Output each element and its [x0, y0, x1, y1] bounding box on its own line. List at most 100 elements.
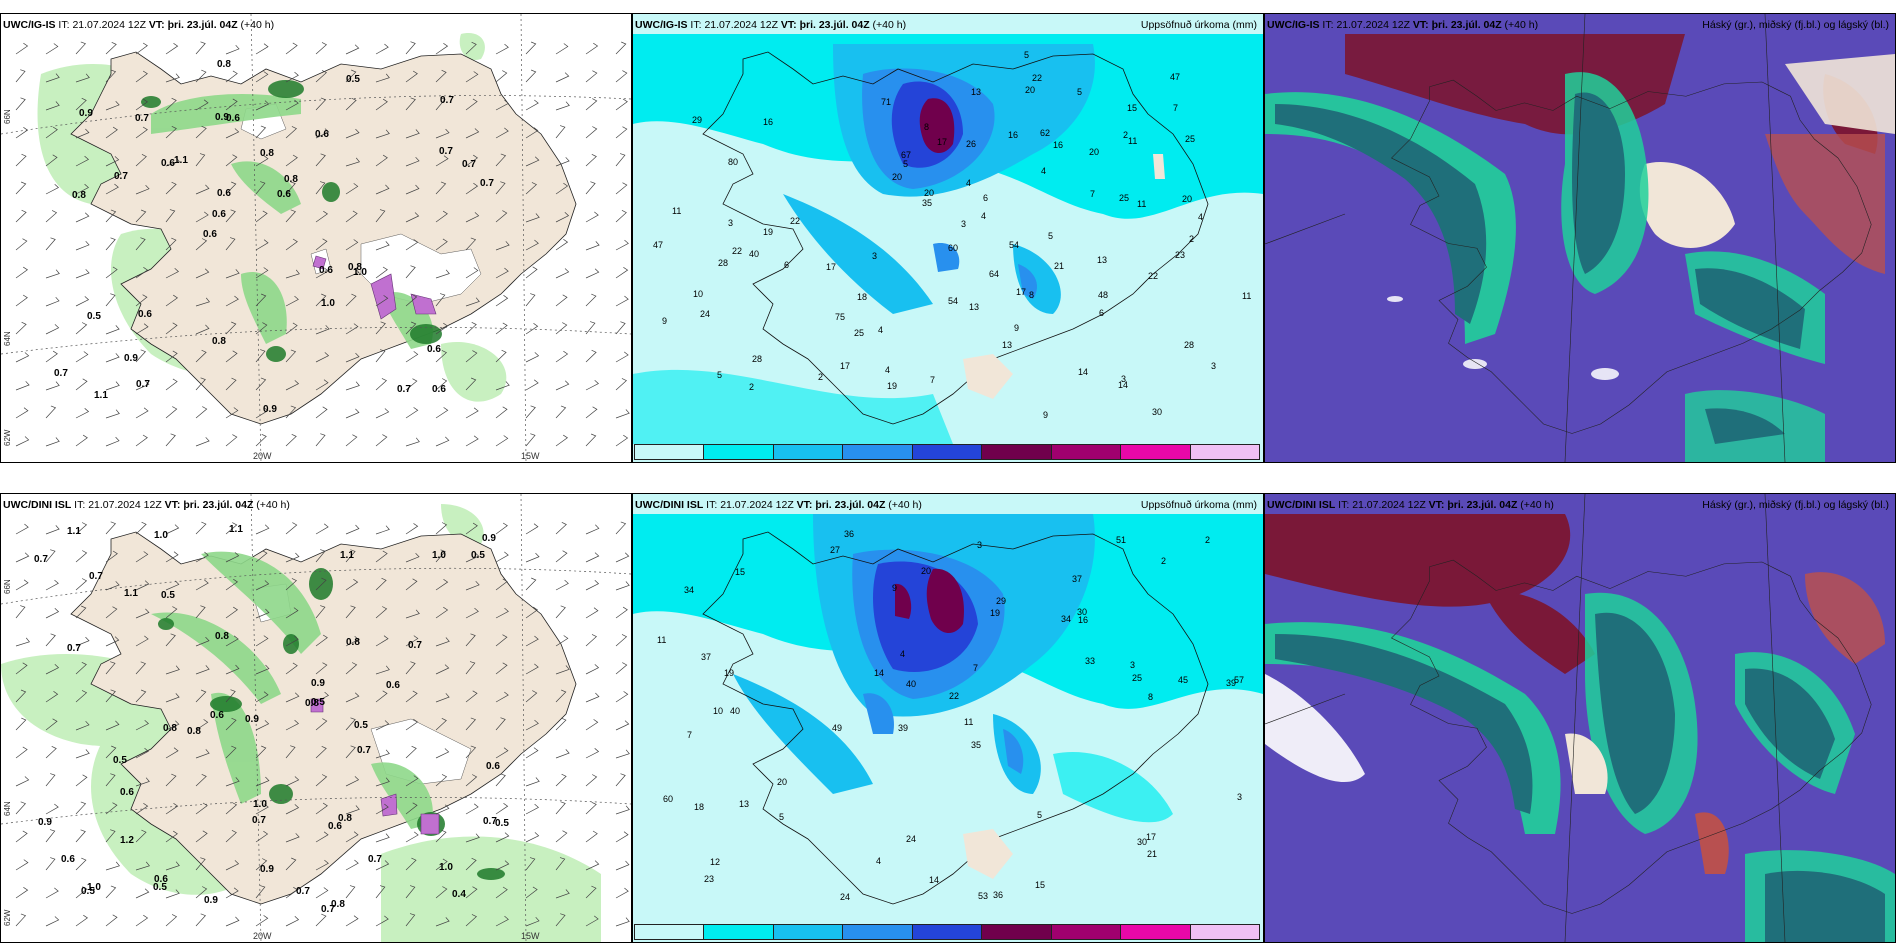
- wind-barb: [225, 154, 238, 167]
- wind-barb: [195, 719, 209, 731]
- wind-barb: [75, 801, 87, 815]
- wind-barb: [555, 635, 569, 647]
- wind-barb: [405, 745, 417, 759]
- wind-barb: [315, 662, 328, 675]
- cloud-map-igis: [1265, 14, 1895, 462]
- wind-value: 0.8: [163, 723, 177, 734]
- wind-barb: [225, 635, 239, 647]
- wind-barb: [465, 833, 480, 843]
- wind-barb: [375, 915, 389, 927]
- wind-barb: [75, 240, 90, 251]
- wind-barb: [105, 773, 116, 787]
- wind-barb: [615, 321, 626, 335]
- wind-barb: [165, 551, 179, 563]
- wind-barb: [585, 211, 599, 223]
- wind-barb: [135, 98, 149, 111]
- wind-barb: [465, 886, 478, 899]
- wind-barb: [615, 720, 630, 731]
- wind-barb: [555, 913, 566, 927]
- precip-value: 22: [732, 246, 743, 256]
- wind-barb: [225, 916, 240, 927]
- wind-barb: [345, 239, 359, 251]
- precip-value: 2: [818, 372, 824, 382]
- colorbar-segment: 200: [1115, 444, 1191, 462]
- wind-barb: [195, 802, 208, 815]
- precip-value: 37: [1072, 574, 1083, 584]
- colorbar-segment: 100: [976, 924, 1052, 942]
- wind-barb: [105, 69, 117, 83]
- wind-barb: [165, 294, 179, 307]
- wind-barb: [375, 408, 390, 419]
- wind-barb: [405, 97, 416, 111]
- wind-map-dini: [1, 494, 631, 942]
- wind-value: 0.6: [212, 209, 226, 220]
- wind-barb: [435, 210, 448, 223]
- wind-barb: [495, 267, 509, 279]
- wind-barb: [555, 322, 568, 335]
- wind-barb: [315, 523, 329, 535]
- wind-barb: [165, 406, 178, 419]
- wind-barb: [465, 745, 477, 759]
- wind-value: 0.6: [386, 680, 400, 691]
- wind-barb: [135, 689, 147, 703]
- wind-barb: [195, 99, 209, 111]
- wind-barb: [75, 829, 86, 843]
- wind-barb: [585, 692, 600, 703]
- wind-barb: [165, 378, 178, 391]
- wind-barb: [225, 829, 237, 843]
- precip-value: 17: [1016, 287, 1027, 297]
- wind-value: 1.1: [124, 588, 138, 599]
- wind-value: 0.5: [471, 550, 485, 561]
- wind-barb: [495, 349, 507, 363]
- panel-title: UWC/DINI ISL IT: 21.07.2024 12Z VT: þri.…: [635, 499, 922, 511]
- wind-barb: [135, 237, 146, 251]
- precip-value: 34: [1061, 614, 1072, 624]
- wind-barb: [405, 156, 420, 167]
- wind-barb: [75, 661, 87, 675]
- wind-barb: [195, 437, 210, 447]
- wind-barb: [495, 860, 510, 871]
- wind-barb: [195, 579, 209, 591]
- wind-barb: [585, 719, 599, 731]
- wind-barb: [225, 209, 236, 223]
- wind-barb: [255, 664, 270, 675]
- wind-barb: [285, 552, 300, 563]
- wind-barb: [135, 888, 150, 899]
- wind-barb: [555, 380, 570, 391]
- wind-barb: [405, 321, 417, 335]
- wind-barb: [525, 156, 540, 167]
- wind-barb: [225, 860, 240, 871]
- wind-barb: [315, 210, 329, 223]
- precip-map-dini: [633, 494, 1263, 942]
- wind-barb: [45, 718, 58, 731]
- precip-value: 14: [1078, 367, 1089, 377]
- wind-value: 0.8: [187, 726, 201, 737]
- precip-value: 7: [687, 730, 693, 740]
- precip-value: 34: [684, 585, 695, 595]
- wind-barb: [75, 408, 90, 419]
- precip-value: 15: [1127, 103, 1138, 113]
- colorbar-segment: 200: [1115, 924, 1191, 942]
- wind-barb: [525, 832, 540, 843]
- wind-barb: [435, 407, 449, 419]
- wind-barb: [615, 805, 630, 815]
- wind-barb: [375, 635, 389, 647]
- wind-barb: [585, 98, 598, 111]
- wind-barb: [375, 349, 386, 363]
- wind-barb: [15, 69, 26, 83]
- wind-barb: [465, 154, 479, 167]
- precip-value: 2: [1123, 130, 1129, 140]
- wind-barb: [105, 689, 116, 703]
- wind-barb: [315, 605, 326, 619]
- wind-barb: [405, 635, 419, 647]
- wind-barb: [165, 693, 180, 703]
- wind-barb: [285, 719, 300, 731]
- wind-barb: [555, 665, 570, 675]
- colorbar-tick-label: 100: [976, 461, 991, 462]
- wind-barb: [585, 433, 597, 447]
- precip-value: 18: [857, 292, 868, 302]
- wind-barb: [45, 664, 60, 675]
- wind-barb: [165, 861, 180, 871]
- wind-barb: [135, 719, 150, 731]
- wind-barb: [405, 378, 418, 391]
